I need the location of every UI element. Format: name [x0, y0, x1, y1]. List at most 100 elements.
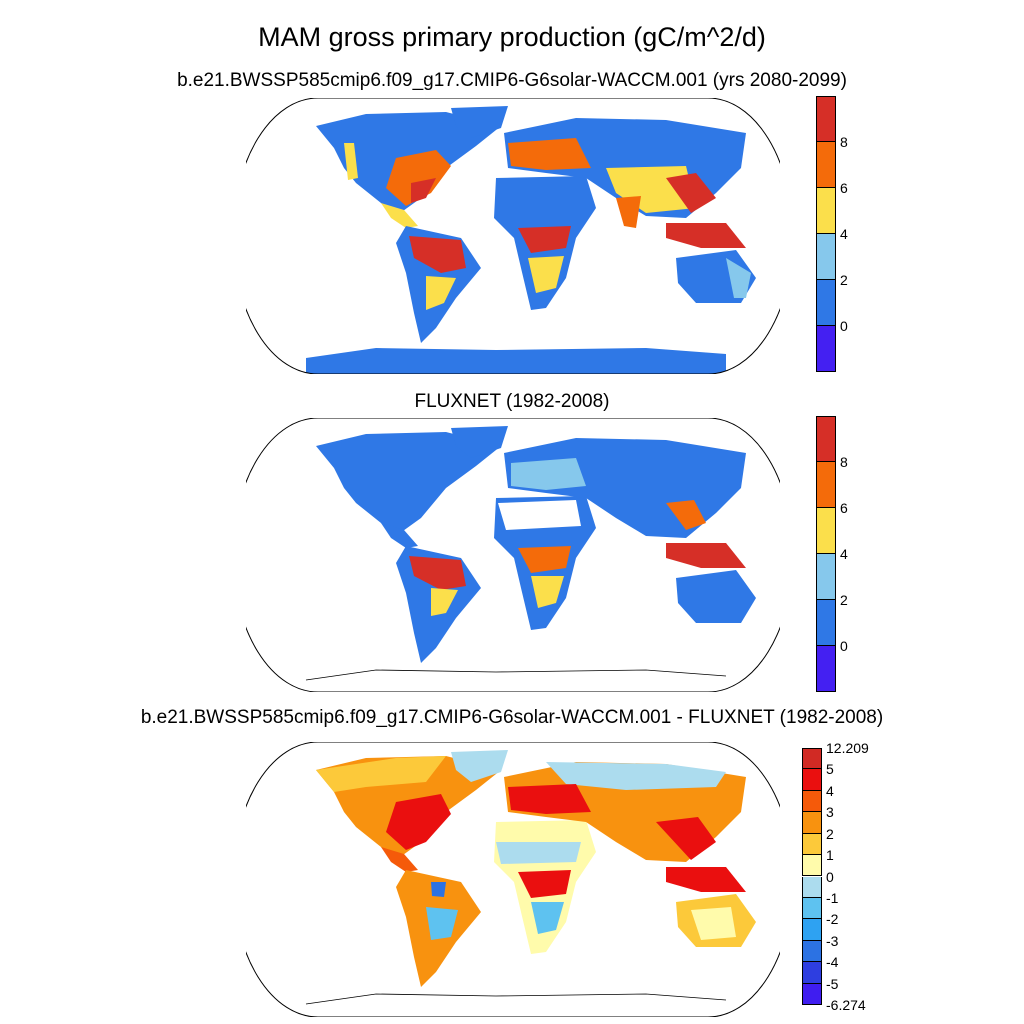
- colorbar-swatch: [816, 188, 836, 234]
- fluxnet-gpp-map: [246, 418, 780, 692]
- colorbar-swatch: [816, 416, 836, 462]
- antarctica: [306, 348, 726, 374]
- colorbar-swatch: [816, 326, 836, 372]
- colorbar-label: -1: [826, 889, 839, 906]
- na-southeast-hot: [411, 178, 436, 203]
- colorbar-swatch: [802, 748, 822, 770]
- indonesia-hot: [666, 543, 746, 568]
- model-colorbar: [816, 96, 836, 372]
- colorbar-swatch: [816, 508, 836, 554]
- colorbar-label: 12.209: [826, 740, 869, 756]
- colorbar-label: -6.274: [826, 997, 866, 1013]
- map-frame: [246, 742, 780, 1017]
- europe-hot: [508, 784, 591, 814]
- africa-south-mid: [531, 576, 564, 608]
- difference-colorbar: [802, 748, 822, 1005]
- colorbar-label: 1: [826, 847, 834, 864]
- colorbar-label: 4: [840, 226, 848, 242]
- colorbar-label: 0: [826, 868, 834, 885]
- na-east-warm: [386, 150, 451, 206]
- colorbar-swatch: [802, 790, 822, 813]
- greenland: [451, 106, 508, 138]
- colorbar-label: 2: [840, 592, 848, 608]
- se-asia-hot: [666, 173, 716, 213]
- panel-obs-title: FLUXNET (1982-2008): [414, 391, 610, 412]
- sahel-near-zero: [496, 842, 581, 864]
- na-east-hot: [386, 794, 451, 850]
- siberia-near-zero: [546, 762, 726, 790]
- colorbar-swatch: [802, 940, 822, 963]
- colorbar-swatch: [816, 234, 836, 280]
- colorbar-label: 8: [840, 454, 848, 470]
- indonesia-hot: [666, 223, 746, 248]
- colorbar-swatch: [802, 962, 822, 984]
- africa-central-hot: [518, 226, 571, 253]
- sahara-missing: [498, 500, 581, 530]
- australia-coast-mid: [726, 258, 751, 298]
- na-west-coast: [344, 143, 358, 180]
- sa-south-mid: [426, 276, 456, 310]
- figure-title: MAM gross primary production (gC/m^2/d): [258, 22, 766, 52]
- africa-south-negative: [531, 902, 564, 934]
- australia-interior: [691, 907, 736, 940]
- colorbar-label: -3: [826, 932, 839, 949]
- africa-south-mid: [528, 256, 564, 293]
- colorbar-label: 4: [826, 782, 834, 799]
- greenland: [451, 426, 508, 458]
- indonesia-hot: [666, 867, 746, 892]
- central-america: [381, 203, 418, 228]
- europe-warm: [508, 138, 591, 170]
- colorbar-swatch: [816, 280, 836, 326]
- colorbar-swatch: [802, 983, 822, 1005]
- colorbar-swatch: [816, 646, 836, 692]
- colorbar-swatch: [802, 769, 822, 791]
- colorbar-label: 0: [840, 638, 848, 654]
- north-america-landmass: [316, 432, 501, 536]
- colorbar-swatch: [802, 919, 822, 941]
- colorbar-swatch: [802, 812, 822, 834]
- colorbar-label: 6: [840, 180, 848, 196]
- obs-colorbar: [816, 416, 836, 692]
- antarctica-outline: [305, 669, 727, 681]
- colorbar-swatch: [816, 600, 836, 646]
- sa-interior-negative: [426, 907, 458, 940]
- antarctica-outline: [305, 993, 727, 1005]
- map-frame: [246, 98, 780, 374]
- colorbar-swatch: [816, 142, 836, 188]
- sa-mid: [431, 588, 458, 616]
- africa-central-hot: [518, 870, 571, 898]
- colorbar-label: 2: [840, 272, 848, 288]
- map-frame: [246, 418, 780, 692]
- colorbar-label: 3: [826, 804, 834, 821]
- colorbar-swatch: [816, 462, 836, 508]
- amazon-hot: [409, 556, 466, 590]
- amazon-hot: [409, 236, 466, 273]
- na-north-mid: [316, 756, 446, 792]
- colorbar-label: 4: [840, 546, 848, 562]
- colorbar-label: -2: [826, 911, 839, 928]
- se-asia-warm: [666, 500, 706, 530]
- india-warm: [616, 196, 641, 228]
- difference-gpp-map: [246, 742, 780, 1017]
- colorbar-label: 6: [840, 500, 848, 516]
- panel-model-title: b.e21.BWSSP585cmip6.f09_g17.CMIP6-G6sola…: [177, 70, 847, 91]
- africa-central-warm: [518, 546, 571, 573]
- greenland: [451, 750, 508, 782]
- colorbar-label: 2: [826, 825, 834, 842]
- colorbar-label: 0: [840, 318, 848, 334]
- central-america: [381, 847, 418, 872]
- colorbar-swatch: [802, 833, 822, 856]
- australia-landmass: [676, 570, 756, 623]
- europe-mid: [511, 458, 586, 490]
- colorbar-label: -4: [826, 954, 839, 971]
- model-gpp-map: [246, 98, 780, 374]
- colorbar-swatch: [802, 876, 822, 898]
- colorbar-swatch: [816, 554, 836, 600]
- se-asia-hot: [656, 817, 716, 860]
- colorbar-swatch: [802, 855, 822, 877]
- amazon-negative: [431, 882, 446, 897]
- colorbar-label: 8: [840, 134, 848, 150]
- colorbar-swatch: [802, 897, 822, 920]
- colorbar-swatch: [816, 96, 836, 142]
- panel-diff-title: b.e21.BWSSP585cmip6.f09_g17.CMIP6-G6sola…: [140, 707, 884, 728]
